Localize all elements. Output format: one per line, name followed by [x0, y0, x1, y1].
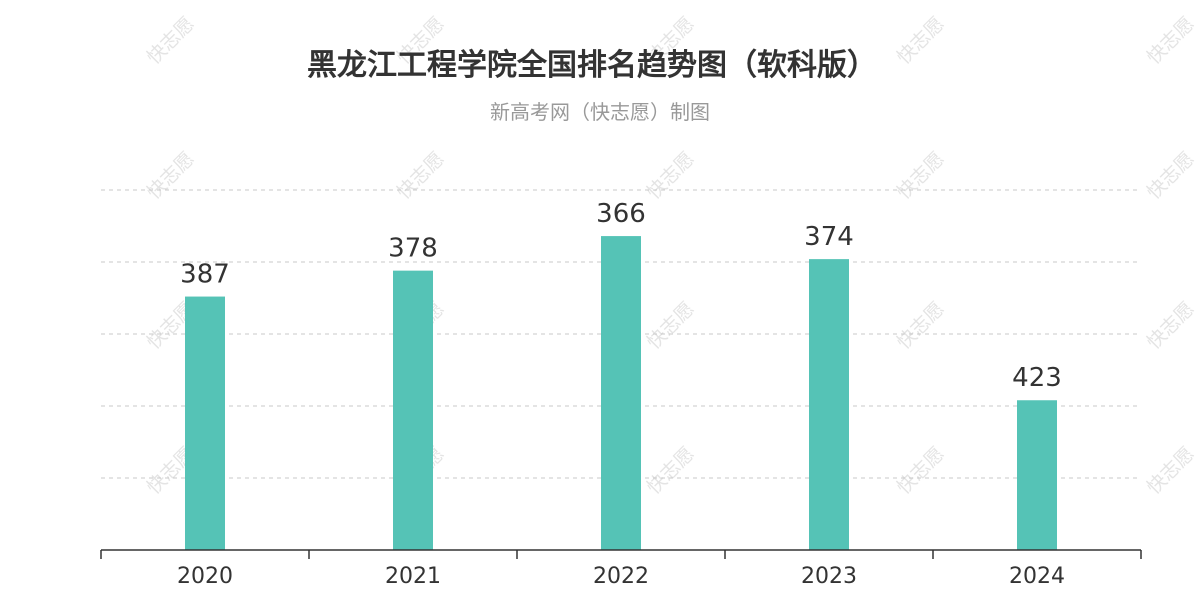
data-label: 366 — [596, 199, 646, 229]
watermark-text: 快志愿 — [893, 13, 949, 69]
watermark-text: 快志愿 — [893, 148, 949, 204]
watermark-text: 快志愿 — [1143, 13, 1199, 69]
x-tick-label: 2020 — [177, 564, 233, 589]
watermark-text: 快志愿 — [643, 298, 699, 354]
x-tick-label: 2021 — [385, 564, 441, 589]
watermark-text: 快志愿 — [643, 148, 699, 204]
x-tick-label: 2022 — [593, 564, 649, 589]
bar-series — [185, 236, 1057, 550]
bar — [185, 296, 225, 550]
watermark-text: 快志愿 — [393, 148, 449, 204]
watermark-text: 快志愿 — [893, 298, 949, 354]
watermark-text: 快志愿 — [143, 13, 199, 69]
x-axis: 2020 2021 2022 2023 2024 — [100, 549, 1142, 589]
x-tick-label: 2024 — [1009, 564, 1065, 589]
data-label: 423 — [1012, 363, 1062, 393]
bar — [601, 236, 641, 550]
data-label: 374 — [804, 222, 854, 252]
data-label: 378 — [388, 234, 438, 264]
bar — [393, 270, 433, 550]
data-label: 387 — [180, 260, 230, 290]
watermark-text: 快志愿 — [1143, 443, 1199, 499]
watermark-text: 快志愿 — [1143, 148, 1199, 204]
watermark-text: 快志愿 — [893, 443, 949, 499]
x-tick-label: 2023 — [801, 564, 857, 589]
watermark-text: 快志愿 — [143, 148, 199, 204]
chart-title: 黑龙江工程学院全国排名趋势图（软科版） — [307, 48, 877, 83]
bar — [809, 259, 849, 550]
data-labels: 387 378 366 374 423 — [180, 199, 1062, 393]
watermark-text: 快志愿 — [1143, 298, 1199, 354]
watermark-text: 快志愿 — [643, 443, 699, 499]
bar — [1017, 400, 1057, 550]
chart-subtitle: 新高考网（快志愿）制图 — [490, 100, 710, 124]
